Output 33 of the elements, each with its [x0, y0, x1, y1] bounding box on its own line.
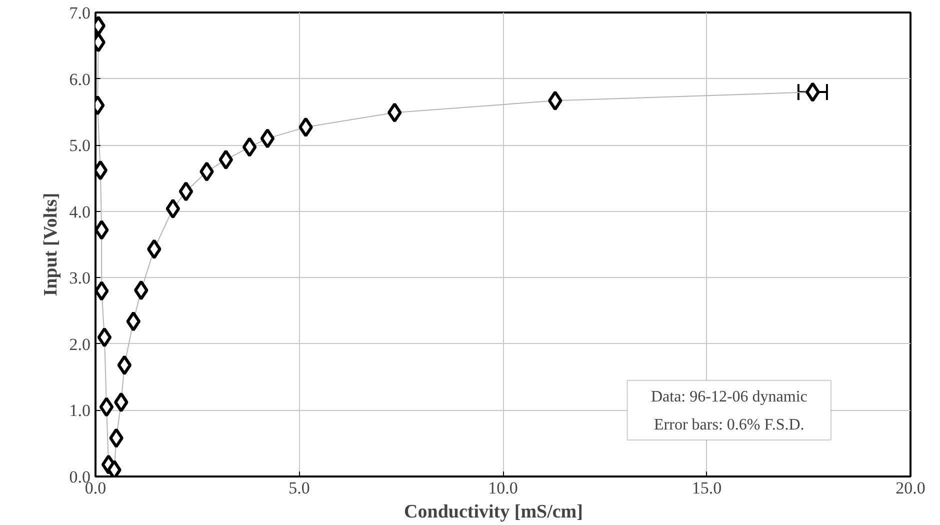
point	[147, 239, 162, 260]
point	[242, 137, 257, 158]
point	[548, 90, 562, 111]
annotation: Data: 96-12-06 dynamic	[650, 388, 808, 406]
y-axis-title: Input [Volts]	[40, 192, 62, 296]
point	[178, 181, 194, 202]
point	[126, 311, 141, 332]
x-tick-label: 15.0	[692, 478, 722, 498]
x-axis-title: Conductivity [mS/cm]	[404, 502, 583, 522]
y-tick-label: 4.0	[69, 202, 90, 222]
point	[260, 128, 275, 148]
annotation: Error bars: 0.6% F.S.D.	[654, 416, 804, 434]
point	[97, 327, 112, 348]
y-tick-label: 3.0	[69, 268, 90, 288]
x-tick-label: 5.0	[288, 478, 310, 498]
y-tick-label: 2.0	[69, 334, 90, 354]
point	[218, 150, 234, 170]
y-tick-label: 5.0	[69, 136, 90, 156]
y-tick-label: 6.0	[69, 70, 90, 89]
point	[387, 102, 402, 123]
point	[109, 428, 124, 448]
point	[114, 392, 128, 412]
point	[806, 82, 820, 102]
point	[134, 280, 148, 300]
point	[166, 198, 180, 219]
point	[117, 355, 132, 376]
x-tick-label: 10.0	[488, 478, 518, 498]
y-tick-label: 7.0	[69, 4, 90, 22]
y-tick-label: 1.0	[69, 401, 90, 420]
point	[99, 396, 114, 417]
point	[298, 117, 313, 138]
x-tick-label: 20.0	[896, 478, 926, 498]
point	[200, 162, 214, 182]
